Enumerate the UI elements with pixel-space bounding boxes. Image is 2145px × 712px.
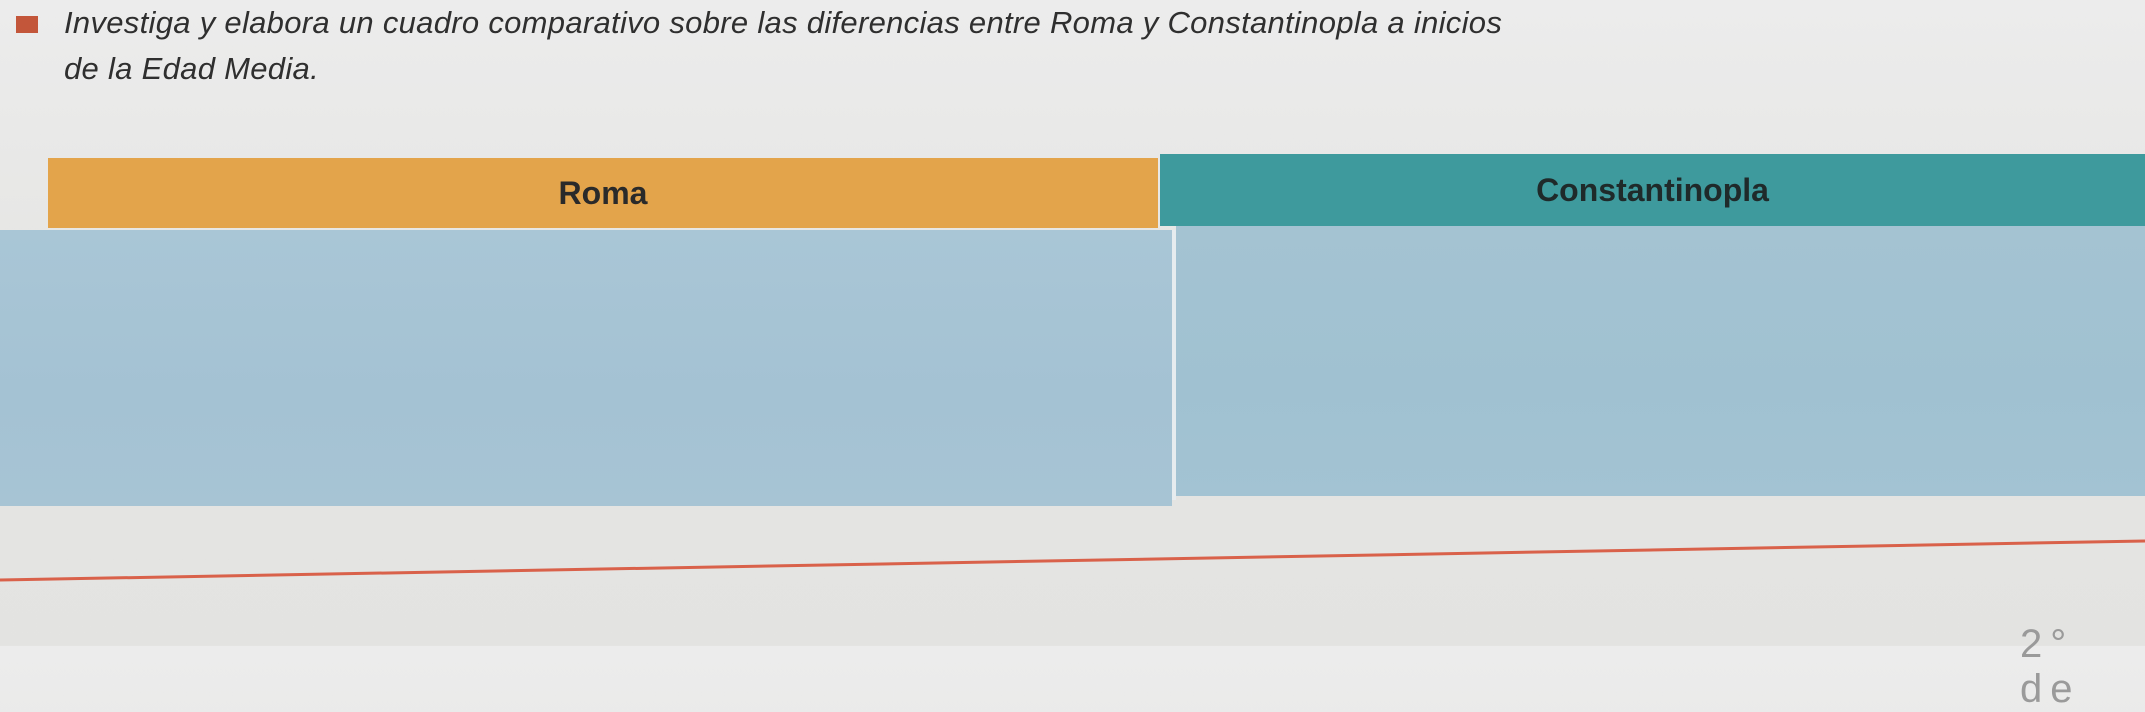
page-footer-fragment: 2° de <box>2020 622 2081 711</box>
header-roma: Roma <box>48 158 1158 228</box>
instruction-line-2: de la Edad Media. <box>64 51 319 86</box>
activity-instruction: Investiga y elabora un cuadro comparativ… <box>64 0 2134 92</box>
bullet-square-icon <box>16 16 38 33</box>
instruction-line-1: Investiga y elabora un cuadro comparativ… <box>64 5 1503 40</box>
cell-roma[interactable] <box>0 230 1172 506</box>
answer-line <box>0 539 2145 582</box>
table-header-row: Roma Constantinopla <box>0 150 2145 228</box>
column-divider <box>1172 230 1176 500</box>
cell-constantinopla[interactable] <box>1176 226 2145 496</box>
comparison-table: Roma Constantinopla <box>0 150 2145 506</box>
header-constantinopla: Constantinopla <box>1160 154 2145 226</box>
